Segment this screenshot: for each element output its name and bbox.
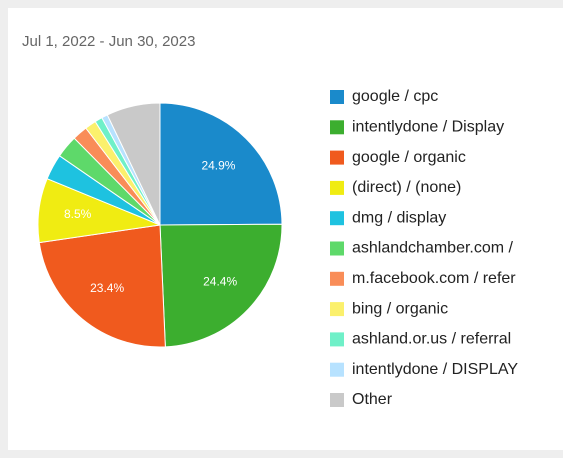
legend-label: google / organic [352,149,466,166]
legend-label: (direct) / (none) [352,179,461,196]
legend-label: ashlandchamber.com / [352,240,514,257]
legend-label: dmg / display [352,209,446,226]
pie-slice [106,102,161,226]
pie-slice [159,223,283,348]
legend-swatch [330,241,344,256]
legend-swatch [330,211,344,226]
chart-title: Jul 1, 2022 - Jun 30, 2023 [22,33,195,50]
legend-swatch [330,271,344,286]
legend-label: intentlydone / DISPLAY [352,361,518,378]
legend-swatch [330,332,344,347]
legend-swatch [330,393,344,407]
legend-label: google / cpc [352,88,438,105]
legend-label: ashland.or.us / referral [352,331,511,348]
pie-slice [159,102,283,226]
slice-label: 8.5% [64,207,92,221]
legend-swatch [330,120,344,135]
pie-slice [38,224,166,348]
legend-label: Other [352,391,393,408]
slice-label: 24.4% [203,274,237,288]
legend-swatch [330,180,344,195]
legend-label: bing / organic [352,300,448,317]
legend-swatch [330,90,344,104]
slice-label: 23.4% [90,281,124,295]
legend-swatch [330,362,344,377]
legend-label: m.facebook.com / refer [352,270,516,287]
legend-swatch [330,150,344,165]
legend-swatch [330,302,344,317]
legend-label: intentlydone / Display [352,119,504,136]
slice-label: 24.9% [201,158,235,172]
